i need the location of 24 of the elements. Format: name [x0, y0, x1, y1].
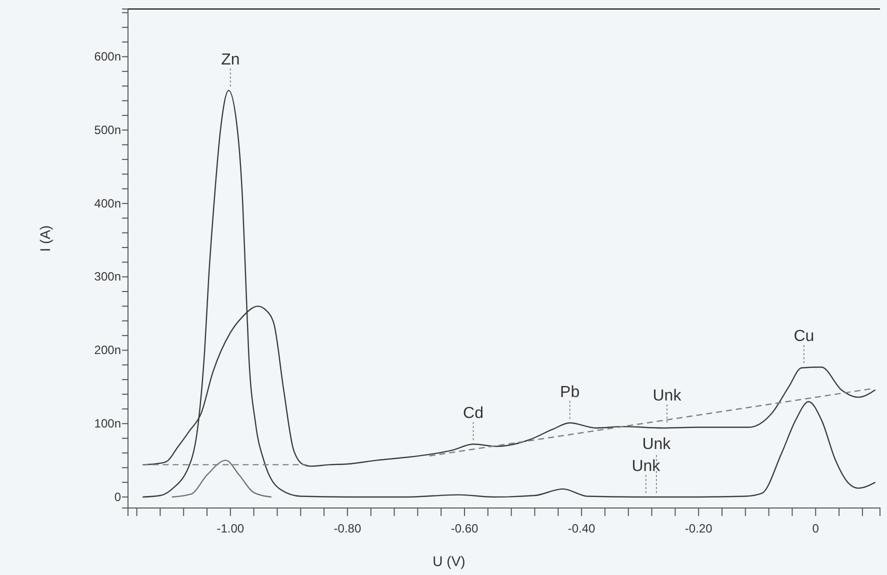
- x-tick-label: -0.40: [568, 522, 596, 536]
- y-tick-label: 400n: [94, 196, 121, 210]
- x-tick-label: -0.60: [450, 522, 478, 536]
- y-tick-label: 200n: [94, 343, 121, 358]
- y-tick-label: 600n: [94, 50, 121, 64]
- y-tick-label: 500n: [94, 122, 121, 137]
- line-series: [142, 90, 876, 498]
- y-tick-label: 100n: [94, 416, 121, 430]
- y-tick-label: 300n: [94, 270, 121, 284]
- x-tick-label: -1.00: [216, 522, 244, 536]
- x-axis-title: U (V): [432, 553, 466, 569]
- y-tick-label: 0: [114, 490, 122, 504]
- x-tick-label: 0: [812, 522, 820, 536]
- annotation: Unk: [642, 436, 672, 453]
- y-axis-title: I (A): [37, 225, 53, 252]
- x-tick-label: -0.20: [684, 522, 713, 536]
- annotation: Unk: [632, 458, 662, 475]
- annotation: Cu: [794, 328, 814, 346]
- annotation: Pb: [560, 384, 580, 401]
- line-series: [171, 460, 272, 498]
- annotation: Unk: [652, 388, 682, 405]
- annotation: Zn: [221, 51, 240, 68]
- annotation: Cd: [463, 405, 484, 422]
- x-tick-label: -0.80: [334, 522, 362, 536]
